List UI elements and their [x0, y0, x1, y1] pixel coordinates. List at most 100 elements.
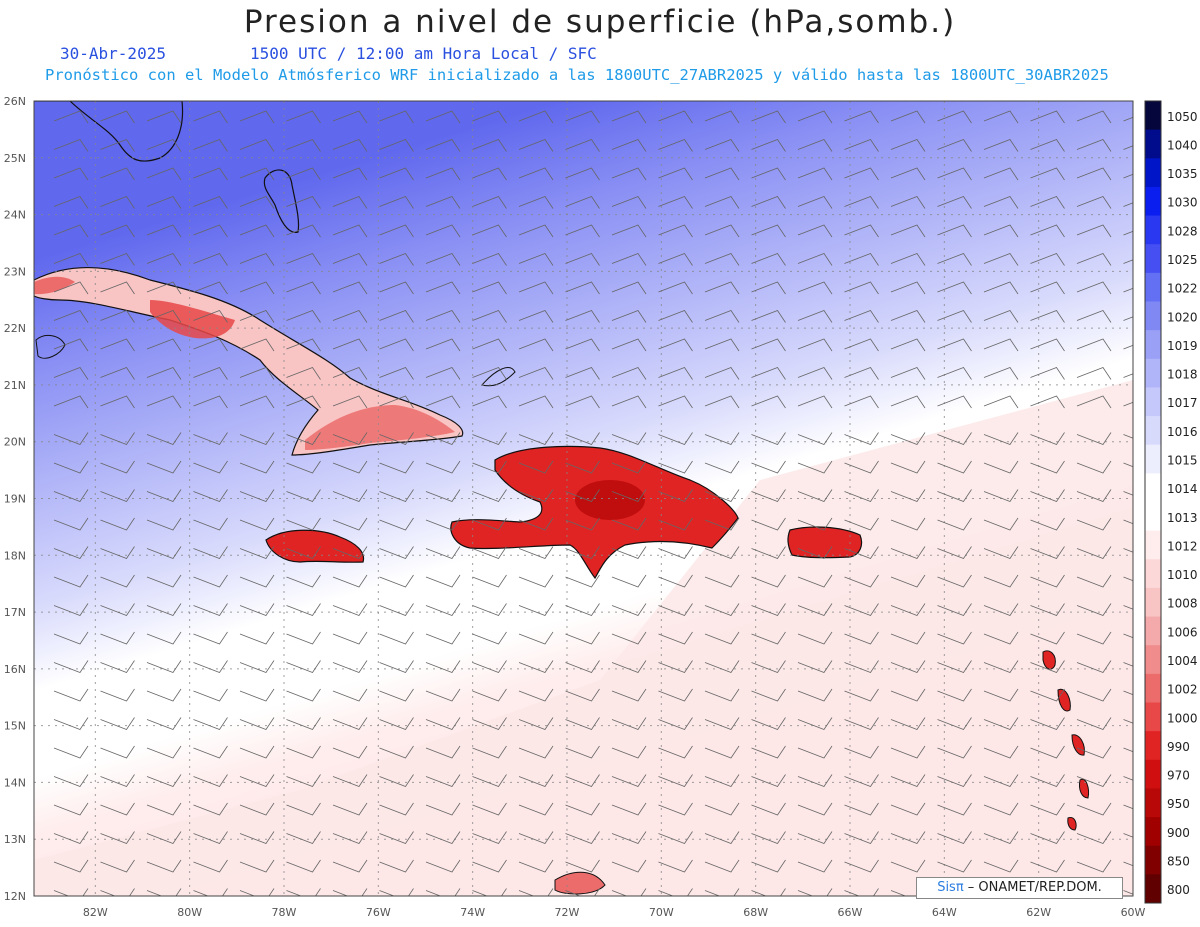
wind-barb [658, 574, 693, 588]
wind-barb [1123, 833, 1133, 838]
wind-barb [797, 167, 833, 181]
wind-barb [704, 717, 740, 730]
wind-barb [146, 888, 182, 896]
wind-barb [193, 603, 228, 616]
wind-barb [332, 310, 368, 323]
wind-barb [1123, 890, 1133, 895]
wind-barb [53, 460, 89, 474]
wind-barb [1123, 861, 1133, 867]
wind-barb [1123, 116, 1133, 122]
wind-barb [239, 367, 275, 380]
colorbar-swatch [1145, 759, 1161, 789]
wind-barb [239, 888, 275, 896]
wind-barb [844, 717, 879, 730]
wind-barb [425, 460, 461, 474]
wind-barb [193, 196, 228, 209]
wind-barb [1123, 434, 1133, 439]
colorbar-label: 1010 [1167, 568, 1198, 582]
lat-label: 14N [4, 776, 26, 789]
wind-barb [797, 631, 833, 645]
wind-barb [286, 139, 321, 152]
wind-barb [518, 281, 554, 295]
wind-barb [518, 574, 554, 588]
wind-barb [100, 774, 135, 787]
wind-barb [332, 802, 368, 816]
wind-barb [1030, 110, 1065, 124]
wind-barb [751, 196, 786, 209]
wind-barb [379, 110, 414, 124]
wind-barb [1030, 859, 1065, 873]
wind-barb [658, 460, 693, 474]
wind-barb [379, 310, 414, 323]
wind-barb [983, 281, 1019, 295]
wind-barb [983, 802, 1019, 816]
wind-barb [611, 888, 647, 896]
wind-barb [751, 745, 786, 759]
wind-barb [937, 517, 972, 531]
wind-barb [239, 517, 275, 531]
wind-barb [890, 717, 926, 730]
wind-barb [239, 660, 275, 673]
wind-barb [425, 546, 461, 559]
wind-barb [1076, 338, 1112, 352]
wind-barb [611, 489, 647, 502]
wind-barb [518, 460, 554, 474]
wind-barb [565, 859, 600, 873]
colorbar-label: 1020 [1167, 310, 1198, 324]
wind-barb [751, 338, 786, 352]
wind-barb [890, 224, 926, 238]
wind-barb [286, 831, 321, 844]
wind-barb [983, 546, 1019, 559]
wind-barb [1076, 139, 1112, 152]
wind-barb [751, 395, 786, 409]
wind-barb [658, 432, 693, 445]
wind-barb [565, 774, 600, 787]
wind-barb [704, 688, 740, 702]
colorbar-label: 1016 [1167, 425, 1198, 439]
wind-barb [937, 688, 972, 702]
colorbar-label: 1015 [1167, 453, 1198, 467]
colorbar-label: 990 [1167, 740, 1190, 754]
wind-barb [53, 367, 89, 380]
wind-barb [472, 460, 507, 474]
wind-barb [1123, 747, 1133, 753]
wind-barb [193, 253, 228, 266]
wind-barb [518, 802, 554, 816]
wind-barb [983, 367, 1019, 380]
wind-barb [425, 167, 461, 181]
wind-barb [890, 489, 926, 502]
wind-barb [704, 574, 740, 588]
wind-barb [193, 688, 228, 702]
lon-label: 62W [1026, 906, 1051, 919]
wind-barb [286, 688, 321, 702]
wind-barb [518, 660, 554, 673]
colorbar-swatch [1145, 444, 1161, 474]
wind-barb [472, 253, 507, 266]
wind-barb [518, 253, 554, 266]
wind-barb [844, 603, 879, 616]
wind-barb [239, 395, 275, 409]
wind-barb [100, 367, 135, 380]
wind-barb [286, 802, 321, 816]
wind-barb [425, 139, 461, 152]
wind-barb [797, 139, 833, 152]
colorbar-swatch [1145, 673, 1161, 703]
wind-barb [937, 110, 972, 124]
wind-barb [937, 546, 972, 559]
wind-barb [1123, 690, 1133, 696]
wind-barb [890, 432, 926, 445]
wind-barb [1123, 776, 1133, 781]
wind-barb [1123, 576, 1133, 582]
wind-barb [100, 631, 135, 645]
wind-barb [937, 460, 972, 474]
wind-barb [425, 688, 461, 702]
wind-barb [472, 432, 507, 445]
wind-barb [286, 888, 321, 896]
wind-barb [844, 460, 879, 474]
wind-barb [890, 367, 926, 380]
colorbar-swatch [1145, 244, 1161, 274]
wind-barb [658, 745, 693, 759]
wind-barb [1123, 804, 1133, 810]
wind-barb [658, 546, 693, 559]
